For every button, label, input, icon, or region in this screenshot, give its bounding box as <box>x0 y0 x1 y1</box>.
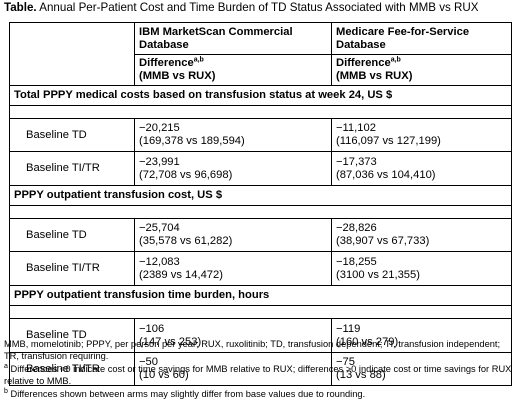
table-row: Baseline TD −20,215 (169,378 vs 189,594) … <box>9 118 512 152</box>
medicare-cell: −28,826 (38,907 vs 67,733) <box>331 218 512 252</box>
table-row: Baseline TI/TR −50 (10 vs 60) −75 (13 vs 8… <box>9 352 512 386</box>
section-row: PPPY outpatient transfusion time burden,… <box>9 285 512 306</box>
row-label: Baseline TD <box>9 218 135 252</box>
medicare-cell: −11,102 (116,097 vs 127,199) <box>331 118 512 152</box>
spacer-cell <box>331 205 512 219</box>
medicare-cell: −18,255 (3100 vs 21,355) <box>331 251 512 286</box>
row-label: Baseline TI/TR <box>9 151 135 186</box>
spacer-cell <box>9 205 135 219</box>
footnote-a: a Differences <0 indicate cost or time s… <box>4 362 512 387</box>
spacer-cell <box>134 205 332 219</box>
spacer-cell <box>331 305 512 319</box>
table-caption: Table. Annual Per-Patient Cost and Time … <box>4 1 479 15</box>
footnote-b: b Differences shown between arms may sli… <box>4 387 366 399</box>
caption-text: Annual Per-Patient Cost and Time Burden … <box>39 1 479 14</box>
table-row: Baseline TI/TR −12,083 (2389 vs 14,472) −… <box>9 251 512 286</box>
table-row: Baseline TI/TR −23,991 (72,708 vs 96,698)… <box>9 151 512 186</box>
row-label: Baseline TD <box>9 118 135 152</box>
header-marketscan: IBM MarketScan Commercial Database <box>134 22 332 55</box>
section-title: PPPY outpatient transfusion cost, US $ <box>9 185 512 206</box>
subheader-row: Differencea,b (MMB vs RUX) Differencea,b(… <box>10 54 512 86</box>
header-row: IBM MarketScan Commercial Database Medic… <box>9 22 512 86</box>
marketscan-cell: −23,991 (72,708 vs 96,698) <box>134 151 332 186</box>
row-label: Baseline TI/TR <box>9 251 135 286</box>
marketscan-cell: −20,215 (169,378 vs 189,594) <box>134 118 332 152</box>
section-row: Total PPPY medical costs based on transf… <box>9 85 512 106</box>
spacer-cell <box>134 105 332 119</box>
subheader-medicare: Differencea,b (MMB vs RUX) <box>331 54 512 86</box>
table-row: Baseline TD −25,704 (35,578 vs 61,282) −2… <box>9 218 512 252</box>
medicare-cell: −75 (13 vs 88) <box>331 352 512 386</box>
section-row: PPPY outpatient transfusion cost, US $ <box>9 185 512 206</box>
spacer-cell <box>134 305 332 319</box>
spacer-cell <box>9 105 135 119</box>
row-label: Baseline TD <box>9 318 135 353</box>
section-title: PPPY outpatient transfusion time burden,… <box>9 285 512 306</box>
spacer-cell <box>331 105 512 119</box>
caption-prefix: Table. <box>4 1 37 14</box>
marketscan-cell: −12,083 (2389 vs 14,472) <box>134 251 332 286</box>
subheader-marketscan: Differencea,b (MMB vs RUX) <box>134 54 332 86</box>
section-title: Total PPPY medical costs based on transf… <box>9 85 512 106</box>
cost-burden-table: IBM MarketScan Commercial Database Medic… <box>9 22 512 386</box>
spacer-row <box>9 305 512 319</box>
medicare-cell: −17,373 (87,036 vs 104,410) <box>331 151 512 186</box>
spacer-cell <box>9 305 135 319</box>
table-footnotes: MMB, momelotinib; PPPY, per person per y… <box>4 338 516 400</box>
header-medicare: Medicare Fee-for-Service Database <box>331 22 512 55</box>
abbreviations-note: MMB, momelotinib; PPPY, per person per y… <box>4 339 501 362</box>
header-empty-cell <box>9 22 135 86</box>
spacer-row <box>9 205 512 219</box>
marketscan-cell: −25,704 (35,578 vs 61,282) <box>134 218 332 252</box>
marketscan-cell: −50 (10 vs 60) <box>134 352 332 386</box>
spacer-row <box>9 105 512 119</box>
